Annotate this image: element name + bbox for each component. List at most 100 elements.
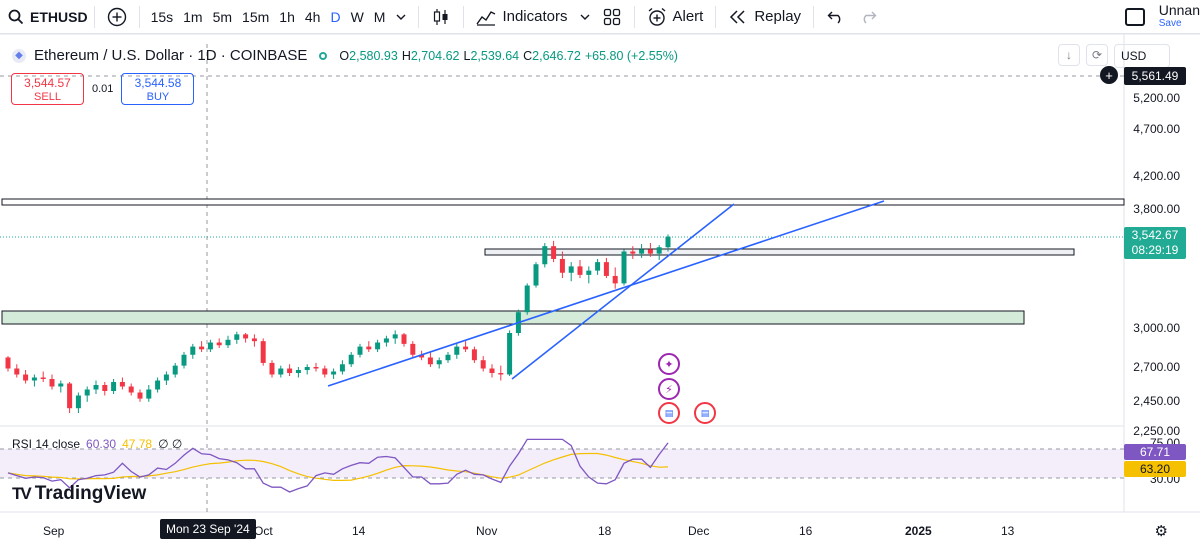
candle-body <box>524 285 530 313</box>
sell-button[interactable]: 3,544.57 SELL <box>11 73 84 105</box>
candle-body <box>322 368 328 375</box>
time-axis-label: 18 <box>598 524 612 538</box>
grid-icon <box>603 8 620 25</box>
last-price: 3,542.67 <box>1131 228 1179 242</box>
series-title[interactable]: Ethereum / U.S. Dollar · 1D · COINBASE <box>34 47 308 64</box>
tv-logo-icon: TV <box>12 484 32 503</box>
add-plus-icon[interactable]: + <box>1100 66 1118 84</box>
indicators-button[interactable]: Indicators <box>470 0 573 34</box>
layout-name[interactable]: Unnan Save <box>1158 3 1200 30</box>
open-label: O <box>339 48 350 63</box>
candle-body <box>445 354 451 361</box>
interval-dropdown[interactable] <box>390 0 412 34</box>
rsi-legend: RSI 14 close 60.30 47.78 ∅ ∅ <box>12 437 182 451</box>
lightning-event-icon[interactable]: ⚡ <box>658 378 680 400</box>
ethereum-logo-icon: ◆ <box>12 48 26 63</box>
gear-icon[interactable]: ⚙ <box>1154 523 1168 540</box>
us-flag-event-icon[interactable]: ▤ <box>694 402 716 424</box>
candle-body <box>234 334 240 340</box>
change-value: +65.80 (+2.55%) <box>584 48 678 63</box>
divider <box>138 5 140 28</box>
compare-add-button[interactable] <box>101 0 133 34</box>
symbol-search[interactable]: ETHUSD <box>0 0 88 34</box>
interval-4h[interactable]: 4h <box>304 8 321 25</box>
spread-value: 0.01 <box>92 83 114 95</box>
price-axis-label: 5,200.00 <box>1133 91 1180 105</box>
candle-body <box>392 334 398 339</box>
rsi-value: 60.30 <box>86 437 117 451</box>
undo-icon <box>827 11 841 24</box>
sparkle-event-icon[interactable]: ✦ <box>658 353 680 375</box>
interval-5m[interactable]: 5m <box>212 8 233 25</box>
candle-body <box>23 374 29 381</box>
interval-15m[interactable]: 15m <box>242 8 270 25</box>
candle-body <box>507 333 513 375</box>
candle-body <box>190 346 196 355</box>
market-status-icon[interactable] <box>319 51 328 60</box>
currency-select[interactable]: USD <box>1114 44 1170 68</box>
crosshair-price: 5,561.49 <box>1131 69 1179 83</box>
close-label: C <box>523 48 533 63</box>
interval-1m[interactable]: 1m <box>183 8 203 25</box>
candle-body <box>243 334 249 339</box>
candle-body <box>357 346 363 355</box>
candle-body <box>559 258 565 273</box>
low-value: 2,539.64 <box>470 48 520 63</box>
alert-button[interactable]: Alert <box>641 0 710 34</box>
rsi-label[interactable]: RSI 14 close <box>12 437 81 451</box>
us-flag-event-icon[interactable]: ▤ <box>658 402 680 424</box>
chart-type-button[interactable] <box>425 0 457 34</box>
close-value: 2,646.72 <box>532 48 581 63</box>
bar-countdown: 08:29:19 <box>1131 243 1179 257</box>
price-chart-canvas[interactable] <box>0 34 1200 558</box>
indicators-icon <box>476 10 496 26</box>
candle-body <box>498 373 504 375</box>
interval-1h[interactable]: 1h <box>279 8 295 25</box>
price-zone-rectangle <box>484 248 1075 256</box>
pane-buttons: ↓ ⟳ <box>1058 44 1108 66</box>
redo-button[interactable] <box>852 0 884 34</box>
candle-body <box>225 339 231 346</box>
candle-body <box>410 343 416 355</box>
arrow-down-icon[interactable]: ↓ <box>1058 44 1080 66</box>
replay-label: Replay <box>754 8 802 25</box>
resistance-rectangle <box>1 198 1125 206</box>
buy-label: BUY <box>146 91 170 103</box>
chart-pane[interactable]: ◆ Ethereum / U.S. Dollar · 1D · COINBASE… <box>0 34 1200 558</box>
fullscreen-icon[interactable] <box>1124 8 1145 26</box>
interval-M[interactable]: M <box>373 8 386 25</box>
support-zone-rectangle <box>1 310 1025 325</box>
time-axis-label: Dec <box>688 524 710 538</box>
candle-body <box>436 360 442 365</box>
last-price-tag: 3,542.67 08:29:19 <box>1124 227 1186 259</box>
interval-D[interactable]: D <box>330 8 341 25</box>
save-link[interactable]: Save <box>1158 18 1182 29</box>
rsi-tag-value: 67.71 <box>1139 445 1171 459</box>
candle-body <box>287 368 293 373</box>
candle-body <box>49 379 55 387</box>
sell-price: 3,544.57 <box>24 76 71 90</box>
candle-body <box>665 236 671 248</box>
undo-button[interactable] <box>820 0 852 34</box>
buy-button[interactable]: 3,544.58 BUY <box>121 73 195 105</box>
price-axis-label: 3,800.00 <box>1133 202 1180 216</box>
tradingview-logo[interactable]: TV TradingView <box>12 483 146 505</box>
rsi-ma-line <box>7 452 669 481</box>
time-axis-label: Sep <box>43 524 65 538</box>
layouts-button[interactable] <box>596 0 628 34</box>
layout-title-area: Unnan Save <box>1124 0 1200 34</box>
candle-body <box>375 342 381 350</box>
replay-button[interactable]: Replay <box>722 0 807 34</box>
rsi-ma-tag-value: 63.20 <box>1139 462 1171 476</box>
plus-circle-icon <box>107 7 126 26</box>
indicators-templates-dropdown[interactable] <box>574 0 596 34</box>
interval-15s[interactable]: 15s <box>150 8 174 25</box>
candle-body <box>542 246 548 265</box>
quick-trade-panel: 3,544.57 SELL 0.01 3,544.58 BUY <box>11 73 195 105</box>
candle-body <box>348 354 354 365</box>
trendline-steep <box>511 203 735 380</box>
search-icon <box>8 9 24 24</box>
refresh-icon[interactable]: ⟳ <box>1086 44 1108 66</box>
interval-W[interactable]: W <box>350 8 364 25</box>
candle-body <box>172 365 178 375</box>
